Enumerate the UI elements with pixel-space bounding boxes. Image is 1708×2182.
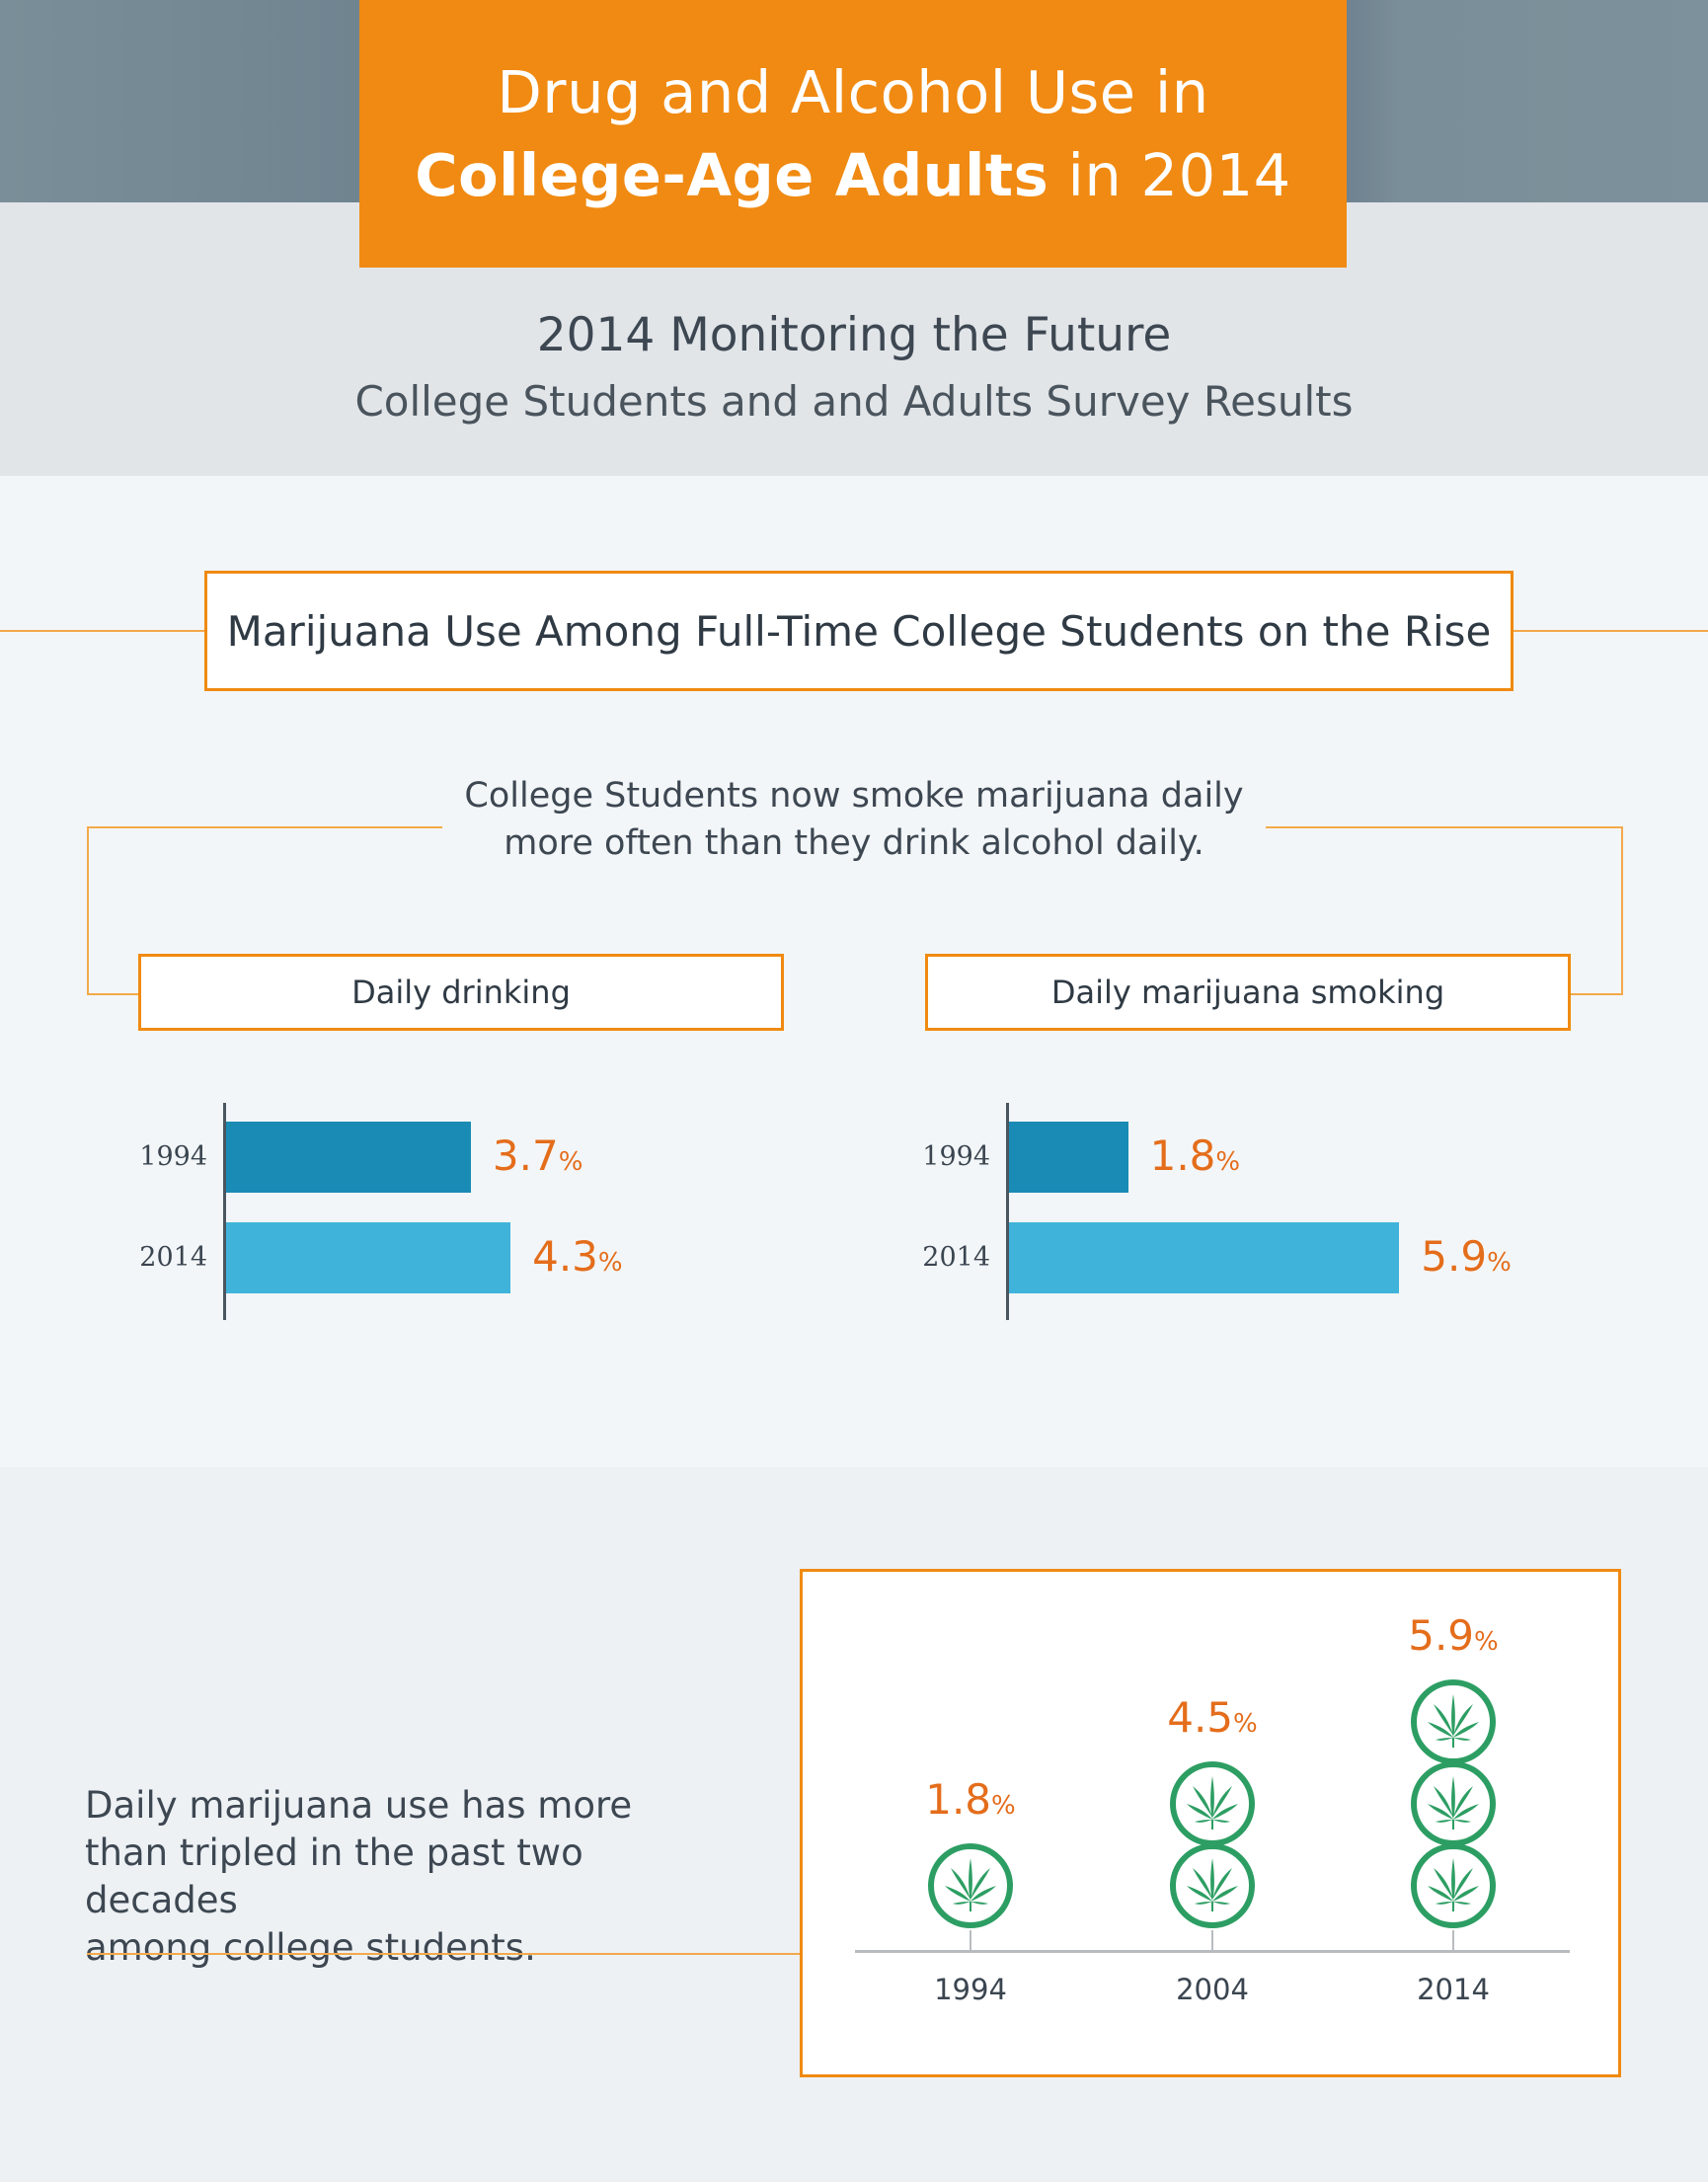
bar-value-label-marijuana-2014: 5.9% [1421,1232,1512,1281]
bar-marijuana-1994 [1009,1122,1128,1193]
chart-label-drinking: Daily drinking [138,954,784,1031]
bracket-top-right [1266,826,1623,828]
title-emphasis: College-Age Adults [415,140,1049,209]
bar-marijuana-2014 [1009,1222,1400,1293]
pictograph-value-label-1994: 1.8% [925,1775,1016,1824]
bar-year-label-drinking-1994: 1994 [139,1141,207,1172]
header-rule-right [1514,630,1708,632]
trend-line-1: Daily marijuana use has more [85,1784,633,1827]
bar-year-label-marijuana-2014: 2014 [922,1242,990,1273]
trend-line-3: among college students. [85,1926,536,1969]
cannabis-leaf-icon [1170,1761,1255,1846]
chart-label-marijuana: Daily marijuana smoking [925,954,1571,1031]
pictograph-value-label-2014: 5.9% [1408,1611,1499,1660]
pictograph-tick-1994 [970,1930,971,1952]
section-header: Marijuana Use Among Full-Time College St… [204,571,1514,691]
bar-value-label-drinking-2014: 4.3% [532,1232,623,1281]
bar-axis-drinking [223,1103,226,1320]
bracket-bottom-right [1570,993,1623,995]
cannabis-leaf-icon [1411,1843,1496,1928]
cannabis-leaf-icon [1411,1679,1496,1764]
intro-line-2: more often than they drink alcohol daily… [504,823,1204,863]
bracket-bottom-left [87,993,140,995]
bar-year-label-marijuana-1994: 1994 [922,1141,990,1172]
cannabis-leaf-icon [1411,1761,1496,1846]
cannabis-leaf-icon [1170,1843,1255,1928]
bar-axis-marijuana [1006,1103,1009,1320]
bar-value-label-marijuana-1994: 1.8% [1149,1131,1241,1180]
bracket-vertical-right [1621,826,1623,995]
pictograph-tick-2014 [1452,1930,1454,1952]
trend-line-2: than tripled in the past two decades [85,1831,583,1921]
bar-drinking-2014 [226,1222,511,1293]
bar-value-label-drinking-1994: 3.7% [492,1131,583,1180]
cannabis-leaf-icon [928,1843,1013,1928]
pictograph-year-label-2014: 2014 [1417,1973,1490,2006]
pictograph-year-label-2004: 2004 [1176,1973,1249,2006]
intro-text: College Students now smoke marijuana dai… [415,772,1293,867]
title-box: Drug and Alcohol Use in College-Age Adul… [359,0,1347,268]
bracket-vertical-left [87,826,89,995]
survey-subtitle: College Students and and Adults Survey R… [354,377,1354,426]
trend-connector-rule [87,1953,800,1955]
title-line-2: College-Age Adults in 2014 [415,134,1290,217]
bracket-top-left [87,826,442,828]
bar-year-label-drinking-2014: 2014 [139,1242,207,1273]
pictograph-value-label-2004: 4.5% [1167,1693,1258,1742]
title-year: in 2014 [1048,140,1291,209]
intro-line-1: College Students now smoke marijuana dai… [464,776,1244,816]
bar-drinking-1994 [226,1122,471,1193]
trend-description: Daily marijuana use has more than triple… [85,1782,717,1972]
header-rule-left [0,630,204,632]
pictograph-year-label-1994: 1994 [934,1973,1007,2006]
pictograph-tick-2004 [1211,1930,1213,1952]
title-line-1: Drug and Alcohol Use in [497,57,1209,126]
survey-title: 2014 Monitoring the Future [536,308,1172,362]
